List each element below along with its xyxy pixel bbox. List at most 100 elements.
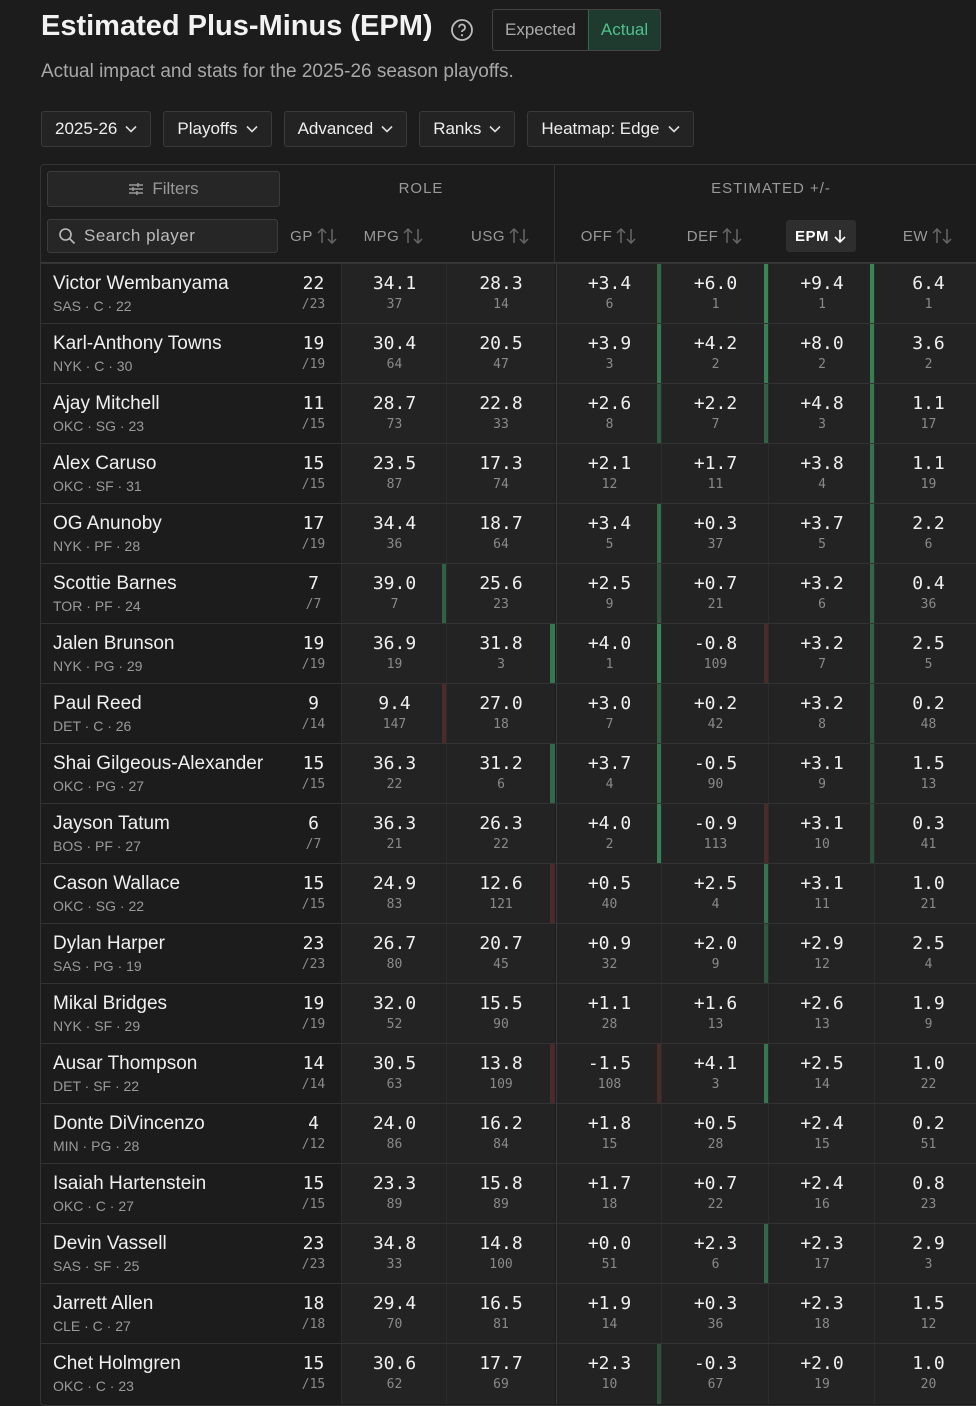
stat-value: 12.6 (479, 873, 523, 894)
search-placeholder: Search player (84, 226, 196, 245)
stat-value: 11 (302, 393, 325, 414)
column-header[interactable]: EPM (786, 220, 856, 252)
stat-value: +2.9 (800, 933, 844, 954)
stat-cell: 34.1 37 (341, 264, 447, 324)
stat-rank: 7 (605, 717, 614, 732)
stat-rank: 1 (818, 297, 826, 312)
help-icon[interactable] (450, 18, 474, 42)
games-total: /12 (301, 1137, 326, 1152)
stat-rank: 6 (924, 537, 933, 552)
stat-rank: 3 (924, 1257, 933, 1272)
stat-cell: +4.8 3 (768, 384, 875, 444)
stat-cell: +4.1 3 (661, 1044, 769, 1104)
heat-edge (550, 744, 555, 804)
stat-rank: 69 (493, 1377, 509, 1392)
stat-value: 27.0 (479, 693, 523, 714)
stat-cell: 15/15 (286, 444, 341, 504)
stat-rank: 70 (386, 1317, 403, 1332)
stat-value: +0.5 (587, 873, 632, 894)
filter-dropdown[interactable]: Heatmap: Edge (527, 111, 694, 147)
stat-cell: 23.3 89 (341, 1164, 447, 1224)
stat-cell: -0.9 113 (661, 804, 769, 864)
stat-rank: 13 (920, 777, 937, 792)
player-row: Mikal Bridges NYK · SF · 29 19/19 32.0 52 15.… (41, 983, 976, 1044)
stat-cell: 4/12 (286, 1104, 341, 1164)
player-meta: BOS · PF · 27 (53, 838, 141, 854)
column-header[interactable]: USG (446, 220, 554, 252)
stat-value: +4.0 (587, 633, 632, 654)
stat-cell: +4.0 2 (556, 804, 662, 864)
column-header[interactable]: EW (874, 220, 976, 252)
stat-value: 0.2 (912, 693, 945, 714)
stat-value: 3.6 (912, 333, 945, 354)
games-total: /23 (301, 957, 326, 972)
filter-dropdown[interactable]: 2025-26 (41, 111, 152, 147)
heat-edge (657, 384, 662, 444)
stat-cell: 23/23 (286, 924, 341, 984)
toggle-option[interactable]: Actual (587, 10, 661, 50)
heat-edge (764, 624, 769, 684)
heat-edge (657, 1344, 662, 1404)
stat-rank: 108 (597, 1077, 622, 1092)
stat-cell: 28.3 14 (446, 264, 555, 324)
filters-button[interactable]: Filters (47, 171, 280, 207)
column-header[interactable]: DEF (661, 220, 768, 252)
stat-cell: 17.7 69 (446, 1344, 555, 1404)
stat-rank: 62 (386, 1377, 403, 1392)
stat-rank: 18 (814, 1317, 830, 1332)
stat-cell: 30.5 63 (341, 1044, 447, 1104)
player-name: OG Anunoby (53, 513, 162, 534)
filter-dropdown[interactable]: Ranks (419, 111, 516, 147)
filter-dropdown[interactable]: Advanced (283, 111, 408, 147)
stat-value: +0.7 (693, 1173, 738, 1194)
stat-rank: 22 (707, 1197, 724, 1212)
stat-rank: 84 (493, 1137, 509, 1152)
stat-rank: 2 (711, 357, 720, 372)
filter-label: Heatmap: Edge (541, 119, 660, 138)
player-name: Chet Holmgren (53, 1353, 181, 1374)
stat-cell: 39.0 7 (341, 564, 447, 624)
player-row: Isaiah Hartenstein OKC · C · 27 15/15 23.3 8… (41, 1163, 976, 1224)
stat-value: 26.3 (479, 813, 523, 834)
stat-value: +3.4 (587, 273, 632, 294)
sort-icon (834, 230, 846, 244)
stat-rank: 4 (818, 477, 826, 492)
player-name: Dylan Harper (53, 933, 165, 954)
mode-toggle: Expected Actual (492, 9, 662, 51)
stat-rank: 89 (386, 1197, 403, 1212)
stat-cell: +3.7 5 (768, 504, 875, 564)
sort-icon (932, 227, 952, 245)
stat-value: 25.6 (479, 573, 523, 594)
stat-rank: 73 (386, 417, 403, 432)
stat-cell: +0.9 32 (556, 924, 662, 984)
stat-value: 15 (302, 753, 325, 774)
stat-rank: 14 (601, 1317, 618, 1332)
divider (554, 165, 555, 263)
stat-value: +2.3 (587, 1353, 632, 1374)
stat-value: 7 (308, 573, 319, 594)
heat-edge (870, 684, 875, 744)
player-row: Karl-Anthony Towns NYK · C · 30 19/19 30.4 6… (41, 323, 976, 384)
stat-value: +2.2 (693, 393, 738, 414)
search-box[interactable]: Search player (47, 219, 278, 253)
stat-rank: 21 (386, 837, 403, 852)
filter-dropdown[interactable]: Playoffs (163, 111, 272, 147)
toggle-option[interactable]: Expected (505, 20, 576, 39)
player-row: Shai Gilgeous-Alexander OKC · PG · 27 15/1… (41, 743, 976, 804)
heat-edge (442, 564, 447, 624)
stat-rank: 4 (605, 777, 614, 792)
stat-value: 28.3 (479, 273, 523, 294)
stat-rank: 33 (493, 417, 509, 432)
stat-rank: 83 (386, 897, 403, 912)
stat-rank: 12 (601, 477, 618, 492)
stat-rank: 45 (493, 957, 509, 972)
heat-edge (764, 1224, 769, 1284)
player-name: Cason Wallace (53, 873, 181, 894)
stat-rank: 3 (711, 1077, 720, 1092)
column-header[interactable]: OFF (556, 220, 661, 252)
column-header[interactable]: MPG (341, 220, 446, 252)
player-meta: CLE · C · 27 (53, 1318, 131, 1334)
stat-value: -0.8 (693, 633, 738, 654)
column-header[interactable]: GP (286, 220, 341, 252)
stat-rank: 9 (605, 597, 614, 612)
